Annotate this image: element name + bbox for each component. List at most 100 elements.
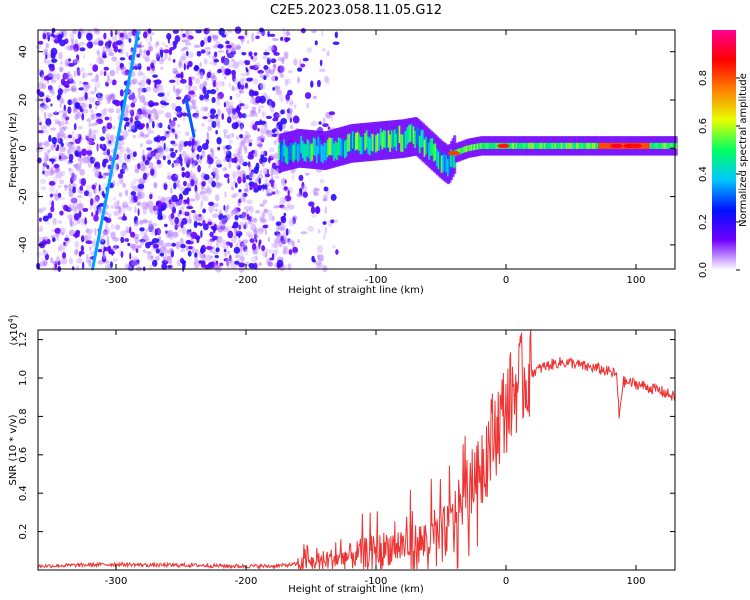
spectrogram-cell (130, 102, 136, 108)
spectrogram-cell (133, 178, 137, 186)
spectrogram-cell (62, 112, 67, 118)
spectrogram-cell (170, 151, 176, 158)
spectrogram-cell (235, 45, 241, 51)
spectrogram-cell (65, 61, 68, 67)
spectrogram-cell (45, 51, 48, 60)
spectrogram-cell (156, 159, 162, 165)
spectrogram-cell (92, 129, 96, 135)
spectrogram-cell (59, 210, 64, 216)
spectrogram-cell (173, 70, 180, 75)
trace-core (663, 142, 667, 149)
spectrogram-cell (86, 158, 91, 164)
spectrogram-cell (206, 185, 211, 191)
spectrogram-cell (134, 206, 137, 213)
trace-core (553, 142, 556, 149)
spectrogram-cell (280, 206, 288, 210)
spectrogram-cell (271, 248, 279, 254)
spectrogram-cell (169, 79, 176, 84)
colorbar-tick-label: 0.6 (698, 118, 709, 134)
spectrogram-cell (262, 217, 265, 224)
spectrogram-cell (201, 180, 206, 187)
spectrogram-cell (134, 120, 141, 128)
spectrogram-cell (72, 59, 78, 65)
spectrogram-cell (273, 205, 281, 209)
spectrogram-cell (67, 134, 73, 139)
trace-core (281, 144, 285, 163)
spectrogram-cell (175, 78, 181, 86)
spectrogram-cell (182, 98, 186, 105)
trace-core (425, 136, 428, 155)
spectrogram-cell (45, 97, 49, 103)
spectrogram-cell (296, 76, 301, 84)
trace-core (319, 139, 322, 157)
spectrogram-cell (177, 124, 180, 128)
spectrogram-cell (120, 133, 125, 142)
spectrogram-cell (131, 256, 138, 261)
spectrogram-cell (88, 141, 96, 146)
spectrogram-cell (179, 206, 185, 212)
spectrogram-cell (131, 92, 135, 100)
spectrogram-cell (86, 145, 93, 152)
spectrogram-cell (117, 216, 121, 220)
spectrogram-cell (153, 136, 160, 142)
trace-core (464, 146, 467, 153)
spectrogram-cell (59, 227, 66, 236)
snr-y-tick-label: 1.0 (18, 370, 29, 386)
spectrogram-cell (250, 55, 254, 60)
spectrogram-cell (233, 206, 237, 214)
spectrogram-cell (60, 257, 68, 265)
spectrogram-cell (188, 86, 192, 93)
spectrogram-cell (179, 78, 187, 84)
spectrogram-cell (41, 83, 47, 90)
spectrogram-cell (68, 153, 74, 161)
spectrogram-cell (211, 180, 216, 188)
trace-peak (610, 143, 623, 149)
spectrogram-cell (95, 209, 99, 216)
spectrogram-cell (181, 171, 186, 178)
spectrogram-cell (239, 134, 244, 139)
spectrogram-cell (190, 172, 197, 181)
spectrogram-cell (167, 124, 172, 130)
spectrogram-cell (194, 192, 201, 201)
spectrogram-cell (125, 51, 129, 57)
spectrogram-cell (164, 254, 169, 262)
spectrogram-cell (258, 177, 262, 185)
spectrogram-cell (96, 143, 99, 152)
spectrogram-cell (221, 219, 228, 225)
spectrogram-cell (266, 192, 273, 197)
spectrogram-cell (231, 194, 237, 199)
spectrogram-cell (128, 260, 136, 268)
spectrogram-cell (141, 235, 149, 242)
spectrogram-cell (77, 217, 85, 224)
spectrogram-cell (160, 196, 166, 203)
spectrogram-cell (230, 58, 235, 63)
spectrogram-cell (142, 155, 146, 162)
spectrogram-cell (238, 112, 243, 119)
spectrogram-cell (293, 251, 297, 257)
spectrogram-cell (86, 117, 92, 123)
spectrogram-cell (204, 46, 211, 51)
spectrogram-cell (173, 111, 181, 115)
spectrogram-cell (97, 260, 103, 264)
spectrogram-cell (62, 152, 66, 161)
spectrogram-cell (193, 212, 198, 221)
spectrogram-cell (107, 164, 112, 170)
spectrogram-cell (111, 205, 114, 209)
spectrogram-cell (43, 159, 47, 167)
spectrogram-cell (201, 150, 206, 158)
spectrogram-cell (192, 106, 198, 110)
spectrogram-cell (246, 199, 253, 205)
spectrogram-cell (156, 53, 161, 62)
spectrogram-cell (186, 29, 190, 37)
spectrogram-cell (147, 79, 151, 86)
spectrogram-cell (238, 224, 242, 230)
spectrogram-cell (173, 182, 177, 190)
spectrogram-cell (111, 79, 117, 86)
spectrogram-cell (177, 90, 182, 94)
trace-core (554, 142, 558, 149)
snr-x-tick-label: -200 (235, 576, 258, 587)
spectrogram-cell (253, 188, 259, 193)
spectrogram-cell (227, 110, 232, 118)
spectrogram-cell (74, 230, 78, 239)
trace-core (442, 154, 445, 172)
